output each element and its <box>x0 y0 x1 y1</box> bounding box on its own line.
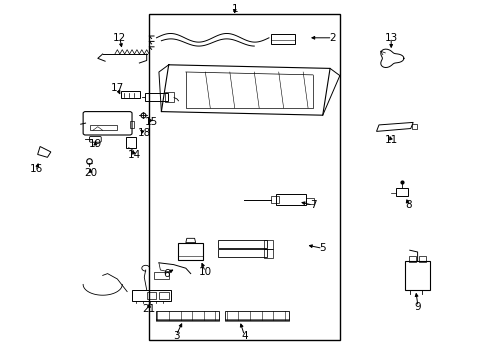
Bar <box>224 319 288 321</box>
Text: 2: 2 <box>328 33 335 43</box>
Bar <box>271 196 278 203</box>
Bar <box>149 14 339 340</box>
Bar <box>264 240 272 249</box>
Text: 10: 10 <box>199 267 211 277</box>
Text: 8: 8 <box>404 200 411 210</box>
Text: 1: 1 <box>231 4 238 14</box>
Bar <box>217 249 266 257</box>
Text: 15: 15 <box>144 117 158 127</box>
Bar <box>411 124 416 129</box>
Bar <box>404 261 429 290</box>
Text: 18: 18 <box>137 128 151 138</box>
Text: 19: 19 <box>88 139 102 149</box>
Bar <box>418 256 425 262</box>
Bar <box>159 292 168 299</box>
Bar <box>121 91 140 98</box>
Bar <box>178 243 203 260</box>
Text: 17: 17 <box>110 83 124 93</box>
Bar <box>217 240 266 248</box>
Text: 12: 12 <box>113 33 126 43</box>
Bar <box>224 311 288 320</box>
Bar <box>408 256 415 262</box>
Bar <box>132 290 171 301</box>
Bar <box>276 194 305 205</box>
Text: 14: 14 <box>127 150 141 160</box>
Bar <box>146 292 156 299</box>
Bar <box>271 34 294 44</box>
Text: 3: 3 <box>172 330 179 341</box>
Text: 6: 6 <box>163 269 169 279</box>
Bar <box>144 93 168 101</box>
Bar <box>155 319 219 321</box>
Bar <box>129 121 134 128</box>
Bar <box>264 249 272 258</box>
Bar <box>305 198 314 204</box>
Text: 11: 11 <box>384 135 397 145</box>
Bar <box>154 272 168 279</box>
Bar <box>155 311 219 320</box>
Text: 21: 21 <box>142 304 156 314</box>
Bar <box>90 125 117 130</box>
Text: 13: 13 <box>384 33 397 43</box>
Bar <box>395 188 407 196</box>
Text: 7: 7 <box>309 200 316 210</box>
Text: 4: 4 <box>241 330 247 341</box>
Text: 5: 5 <box>319 243 325 253</box>
Bar <box>126 137 136 148</box>
Bar <box>165 92 174 102</box>
Text: 16: 16 <box>30 164 43 174</box>
Text: 20: 20 <box>84 168 97 178</box>
Text: 9: 9 <box>414 302 421 312</box>
